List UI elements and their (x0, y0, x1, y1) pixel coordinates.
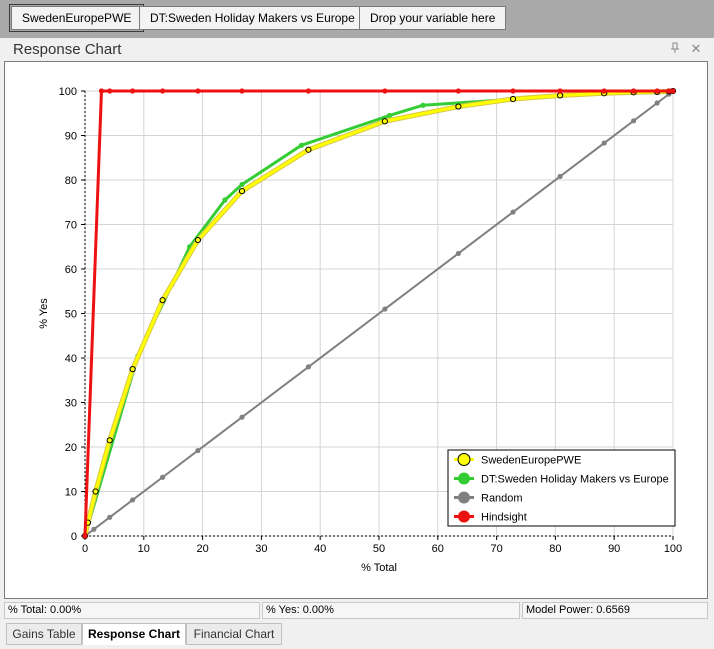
data-point (386, 112, 393, 119)
data-point (382, 306, 388, 312)
data-point (160, 474, 166, 480)
data-point (382, 88, 388, 94)
data-point (91, 526, 97, 532)
y-tick-label: 90 (65, 131, 77, 143)
y-tick-label: 80 (65, 175, 77, 187)
series-hindsight (82, 88, 676, 539)
x-tick-label: 100 (664, 543, 682, 555)
data-point (631, 118, 637, 124)
response-chart: 0 10 20 30 40 50 60 70 80 90 100 0 10 20 30 40 50 60 70 80 9… (38, 86, 682, 574)
tab-response-chart[interactable]: Response Chart (82, 623, 186, 645)
legend-label: Hindsight (481, 512, 527, 524)
data-point (455, 88, 461, 94)
data-point (194, 236, 201, 244)
data-point (631, 88, 637, 94)
data-point (159, 297, 166, 304)
data-point (601, 88, 607, 94)
data-point (222, 197, 228, 203)
data-point (305, 146, 312, 153)
data-point (92, 488, 99, 495)
legend-swatch-marker (458, 472, 470, 485)
x-tick-label: 90 (608, 543, 620, 555)
y-tick-label: 30 (65, 398, 77, 410)
data-point (239, 88, 245, 94)
data-point (82, 533, 88, 539)
data-point (195, 88, 201, 94)
data-point (557, 173, 563, 180)
x-tick-label: 80 (549, 543, 561, 555)
variable-button-sweden-europe-pwe[interactable]: SwedenEuropePWE (8, 4, 145, 32)
response-chart-area: 0 10 20 30 40 50 60 70 80 90 100 0 10 20 30 40 50 60 70 80 9… (4, 61, 708, 599)
y-tick-label: 20 (65, 442, 77, 454)
tab-financial-chart[interactable]: Financial Chart (186, 623, 282, 645)
x-tick-label: 20 (196, 543, 208, 555)
data-point (666, 88, 672, 94)
x-axis-label: % Total (361, 562, 397, 574)
y-tick-label: 10 (65, 487, 77, 499)
x-tick-label: 30 (255, 543, 267, 555)
data-point (305, 364, 312, 370)
x-tick-label: 60 (432, 543, 444, 555)
variable-toolbar: SwedenEuropePWE DT:Sweden Holiday Makers… (0, 0, 714, 38)
legend-box (447, 449, 676, 527)
data-point (195, 447, 201, 454)
data-point (107, 514, 113, 520)
data-point (654, 100, 660, 106)
data-point (129, 366, 136, 373)
data-point (670, 88, 676, 94)
data-point (557, 88, 563, 94)
tab-gains-table[interactable]: Gains Table (6, 623, 82, 645)
data-point (601, 140, 607, 146)
data-point (420, 102, 426, 108)
x-tick-label: 70 (490, 543, 502, 555)
data-point (107, 88, 113, 94)
y-tick-label: 70 (65, 220, 77, 232)
pin-icon[interactable] (668, 42, 682, 58)
data-point (130, 497, 136, 503)
data-point (455, 250, 461, 257)
data-point (160, 88, 166, 94)
legend-swatch-marker (458, 491, 470, 504)
legend-swatch-marker (458, 510, 470, 523)
close-icon[interactable]: ✕ (690, 41, 702, 56)
data-point (130, 88, 136, 94)
x-tick-label: 50 (373, 543, 385, 555)
data-point (305, 88, 312, 94)
chart-legend: SwedenEuropePWE DT:Sweden Holiday Makers … (447, 449, 676, 527)
y-tick-label: 40 (65, 353, 77, 365)
data-point (510, 209, 516, 215)
x-tick-label: 0 (82, 543, 88, 555)
data-point (510, 88, 516, 94)
data-point (238, 188, 246, 195)
legend-label: DT:Sweden Holiday Makers vs Europe (481, 474, 669, 486)
legend-label: Random (481, 493, 523, 505)
x-tick-label: 10 (138, 543, 150, 555)
variable-button-dt-sweden-holiday-makers[interactable]: DT:Sweden Holiday Makers vs Europe (139, 6, 366, 30)
y-tick-label: 100 (59, 86, 77, 98)
data-point (654, 88, 660, 94)
y-axis-label: % Yes (38, 298, 50, 329)
variable-drop-target[interactable]: Drop your variable here (359, 6, 507, 30)
data-point (557, 92, 564, 99)
data-point (298, 142, 304, 148)
data-point (98, 88, 105, 94)
y-tick-label: 0 (71, 531, 77, 543)
data-point (455, 103, 462, 110)
y-tick-label: 60 (65, 264, 77, 276)
data-point (381, 118, 388, 125)
panel-title: Response Chart (13, 41, 122, 58)
y-tick-label: 50 (65, 309, 77, 321)
legend-label: SwedenEuropePWE (481, 455, 581, 467)
series-random (82, 88, 676, 539)
status-yes: % Yes: 0.00% (262, 602, 520, 619)
data-point (509, 95, 517, 103)
legend-swatch-marker (457, 453, 471, 466)
tab-bar: Gains Table Response Chart Financial Cha… (0, 621, 714, 649)
x-tick-label: 40 (314, 543, 326, 555)
status-model-power: Model Power: 0.6569 (522, 602, 708, 619)
data-point (106, 437, 113, 444)
data-point (239, 414, 245, 420)
status-total: % Total: 0.00% (4, 602, 260, 619)
data-point (239, 181, 245, 188)
